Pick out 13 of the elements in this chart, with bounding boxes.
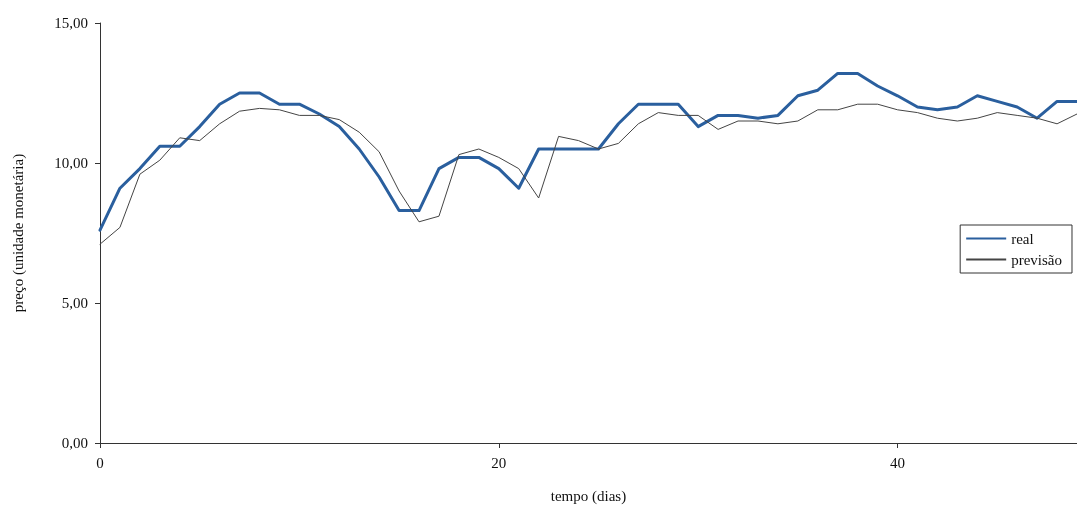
y-tick-label: 0,00: [61, 435, 88, 451]
line-series: [99, 103, 1077, 245]
line-series: [98, 71, 1077, 232]
y-tick-label: 10,00: [54, 155, 88, 171]
legend-label: real: [1011, 230, 1034, 247]
x-tick-label: 40: [890, 454, 906, 471]
y-axis-title: preço (unidade monetária): [9, 153, 27, 313]
y-tick-label: 15,00: [54, 15, 88, 31]
legend-label: previsão: [1011, 251, 1063, 268]
x-tick-label: 0: [96, 454, 104, 471]
y-tick-label: 5,00: [61, 295, 88, 311]
x-tick-label: 20: [491, 454, 507, 471]
x-axis-title: tempo (dias): [550, 487, 627, 505]
